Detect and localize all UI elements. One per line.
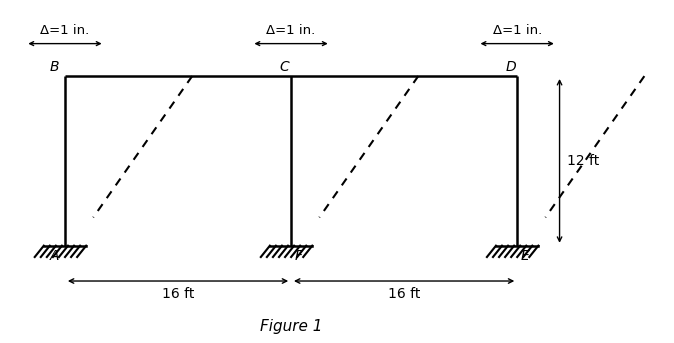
Text: A: A — [50, 249, 59, 262]
Text: Δ=1 in.: Δ=1 in. — [266, 24, 315, 37]
Text: Figure 1: Figure 1 — [259, 319, 322, 334]
Text: D: D — [505, 60, 516, 74]
Text: Δ=1 in.: Δ=1 in. — [40, 24, 90, 37]
Text: 12 ft: 12 ft — [567, 154, 599, 168]
Text: C: C — [280, 60, 290, 74]
Text: E: E — [521, 249, 530, 262]
Text: Δ=1 in.: Δ=1 in. — [493, 24, 542, 37]
Text: B: B — [50, 60, 59, 74]
Text: 16 ft: 16 ft — [162, 287, 194, 301]
Text: 16 ft: 16 ft — [388, 287, 421, 301]
Text: F: F — [295, 249, 303, 262]
